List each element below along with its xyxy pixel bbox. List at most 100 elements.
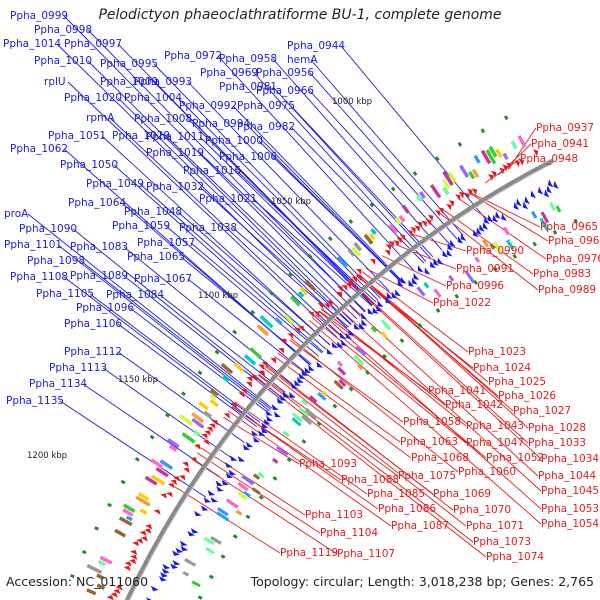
gene-label-reverse: Ppha_1089 bbox=[70, 270, 128, 282]
cog-block bbox=[97, 559, 106, 567]
forward-strand-gene bbox=[240, 388, 248, 395]
leader-line-reverse bbox=[102, 367, 233, 459]
gene-label-forward: Ppha_1069 bbox=[433, 488, 491, 500]
reverse-strand-gene bbox=[179, 540, 188, 547]
reverse-strand-gene bbox=[242, 444, 251, 450]
cog-block bbox=[225, 498, 239, 509]
cog-block bbox=[209, 388, 219, 397]
leader-line-forward bbox=[469, 192, 541, 228]
leader-line-reverse bbox=[272, 86, 431, 259]
gene-label-reverse: hemA bbox=[287, 54, 318, 66]
forward-strand-gene bbox=[345, 282, 352, 289]
gene-label-forward: Ppha_0948 bbox=[520, 153, 578, 165]
forward-strand-gene bbox=[194, 444, 201, 450]
reverse-strand-gene bbox=[433, 258, 439, 266]
gene-label-forward: Ppha_1104 bbox=[320, 527, 378, 539]
leader-line-reverse bbox=[165, 135, 358, 320]
forward-strand-gene bbox=[438, 207, 444, 214]
cog-block bbox=[442, 170, 454, 187]
gc-tick bbox=[457, 141, 463, 147]
gene-label-forward: Ppha_1085 bbox=[367, 488, 425, 500]
forward-strand-gene bbox=[202, 439, 210, 446]
gc-tick bbox=[454, 293, 460, 299]
reverse-strand-gene bbox=[210, 496, 219, 503]
cog-block bbox=[209, 398, 220, 408]
gc-tick bbox=[286, 457, 292, 463]
cog-block bbox=[502, 226, 510, 236]
gc-tick bbox=[390, 186, 396, 192]
leader-line-reverse bbox=[272, 58, 443, 251]
leader-line-reverse bbox=[159, 294, 286, 393]
cog-block bbox=[468, 170, 476, 180]
reverse-strand-gene bbox=[150, 585, 159, 592]
leader-line-forward bbox=[410, 233, 467, 252]
gene-label-forward: Ppha_1045 bbox=[541, 485, 599, 497]
genome-backbone bbox=[124, 158, 554, 600]
gene-label-reverse: Ppha_1057 bbox=[137, 237, 195, 249]
gene-label-forward: Ppha_1024 bbox=[473, 362, 531, 374]
gc-tick bbox=[245, 514, 251, 520]
cog-block bbox=[304, 279, 317, 292]
reverse-strand-gene bbox=[430, 261, 436, 269]
gene-label-forward: Ppha_0937 bbox=[536, 122, 594, 134]
cog-block bbox=[429, 183, 442, 199]
cog-block bbox=[441, 178, 451, 189]
leader-line-reverse bbox=[63, 15, 361, 317]
reverse-strand-gene bbox=[263, 418, 271, 425]
cog-block bbox=[336, 255, 348, 269]
gc-tick bbox=[434, 156, 440, 162]
gene-label-reverse: Ppha_0966 bbox=[256, 85, 314, 97]
backbone-arc bbox=[124, 158, 554, 600]
gene-label-reverse: Ppha_1096 bbox=[76, 302, 134, 314]
gc-tick bbox=[301, 439, 307, 444]
gene-label-reverse: Ppha_1029 bbox=[112, 130, 170, 142]
reverse-strand-gene bbox=[158, 576, 167, 582]
leader-line-forward bbox=[234, 401, 368, 495]
cog-block bbox=[555, 205, 562, 213]
reverse-strand-gene bbox=[221, 479, 230, 486]
reverse-strand-gene bbox=[353, 323, 361, 330]
forward-strand-gene bbox=[278, 348, 285, 354]
reverse-strand-gene bbox=[261, 422, 269, 428]
cog-block bbox=[481, 238, 490, 248]
cog-block bbox=[300, 398, 308, 406]
forward-strand-gene bbox=[421, 220, 428, 228]
cog-block bbox=[480, 149, 492, 165]
cog-block bbox=[338, 378, 347, 387]
forward-strand-gene bbox=[178, 475, 186, 481]
cog-block bbox=[301, 414, 313, 426]
gene-label-reverse: Ppha_1051 bbox=[48, 130, 106, 142]
reverse-strand-gene bbox=[386, 292, 393, 300]
leader-line-forward bbox=[337, 293, 539, 477]
reverse-strand-gene bbox=[180, 545, 189, 552]
reverse-strand-gene bbox=[172, 550, 180, 556]
gene-label-reverse: Ppha_1000 bbox=[205, 135, 263, 147]
reverse-strand-gene bbox=[397, 279, 404, 287]
leader-line-forward bbox=[329, 299, 542, 492]
forward-strand-gene bbox=[396, 237, 402, 244]
reverse-strand-gene bbox=[200, 505, 209, 511]
cog-block bbox=[351, 246, 361, 257]
backbone-highlight bbox=[129, 162, 554, 600]
cog-block bbox=[150, 458, 164, 469]
forward-strand-gene bbox=[308, 311, 314, 318]
cog-block bbox=[274, 317, 283, 326]
gene-label-reverse: Ppha_0993 bbox=[134, 76, 192, 88]
forward-strand-gene bbox=[351, 276, 358, 283]
forward-strand-gene bbox=[280, 338, 287, 345]
kbp-mark-label: 1200 kbp bbox=[27, 451, 67, 461]
gene-label-reverse: Ppha_0995 bbox=[100, 58, 158, 70]
gc-tick bbox=[492, 266, 498, 272]
reverse-strand-gene bbox=[501, 213, 507, 221]
cog-block bbox=[423, 281, 430, 289]
cog-block bbox=[203, 536, 215, 546]
forward-strand-gene bbox=[458, 191, 465, 199]
gc-tick bbox=[134, 456, 140, 462]
gene-label-reverse: Ppha_1008 bbox=[134, 113, 192, 125]
gene-label-forward: Ppha_1107 bbox=[337, 548, 395, 560]
cog-block bbox=[308, 395, 318, 404]
gene-label-forward: Ppha_1033 bbox=[528, 437, 586, 449]
cog-block bbox=[356, 363, 364, 371]
leader-line-forward bbox=[263, 367, 467, 527]
gene-label-forward: Ppha_1103 bbox=[305, 509, 363, 521]
